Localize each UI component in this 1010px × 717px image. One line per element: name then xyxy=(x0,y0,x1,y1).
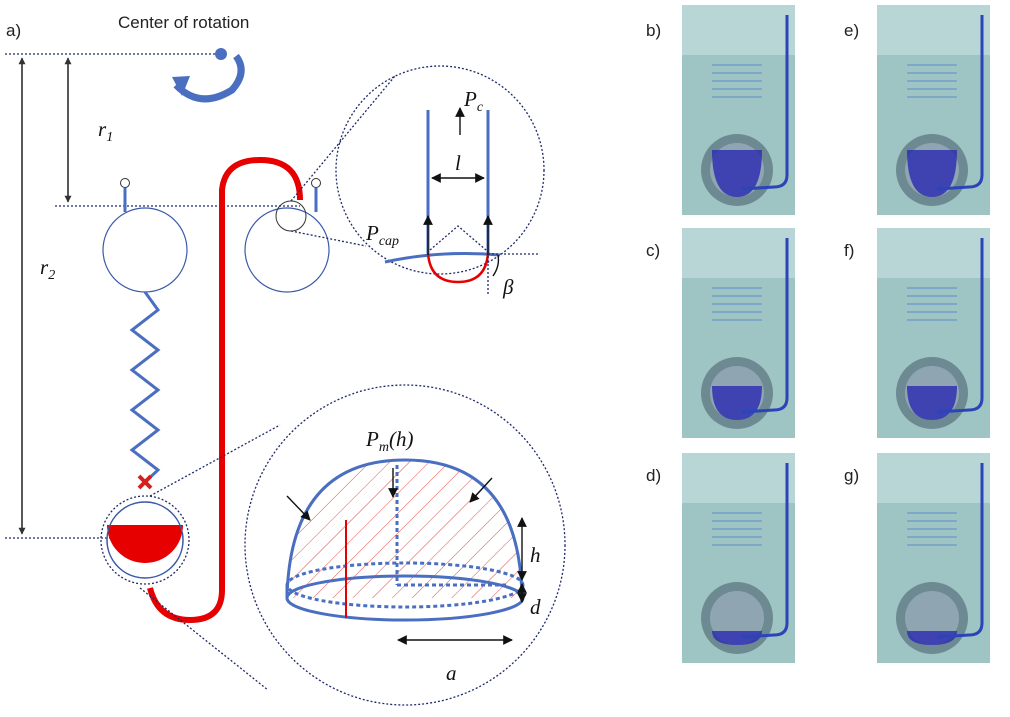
panel-label: a) xyxy=(6,21,21,40)
pm-label: Pm(h) xyxy=(365,427,413,455)
pc-label: Pc xyxy=(463,87,484,115)
chamber-zoom xyxy=(140,385,565,705)
photos xyxy=(682,5,990,663)
photo-part xyxy=(682,453,795,503)
panel-label: b) xyxy=(646,21,661,40)
capillary-zoom xyxy=(291,66,544,296)
panel-label: g) xyxy=(844,466,859,485)
r1-label: r1 xyxy=(98,117,113,145)
a-label: a xyxy=(446,661,457,685)
photo-part xyxy=(877,5,990,55)
photo-part xyxy=(682,228,795,278)
panel-label: d) xyxy=(646,466,661,485)
photo-part xyxy=(682,5,795,55)
r2-label: r2 xyxy=(40,255,55,283)
d-label: d xyxy=(530,595,541,619)
pcap-label: Pcap xyxy=(365,221,399,249)
panel-label: e) xyxy=(844,21,859,40)
beta-label: β xyxy=(502,275,514,299)
photo-part xyxy=(877,228,990,278)
l-label: l xyxy=(455,151,461,175)
center-label: Center of rotation xyxy=(118,13,249,32)
panel-label: c) xyxy=(646,241,660,260)
rotation-icon xyxy=(172,48,241,99)
panel-label: f) xyxy=(844,241,854,260)
figure: a) Center of rotation r1 r2 Pc l Pcap β xyxy=(0,0,1010,717)
h-label: h xyxy=(530,543,541,567)
photo-part xyxy=(877,453,990,503)
